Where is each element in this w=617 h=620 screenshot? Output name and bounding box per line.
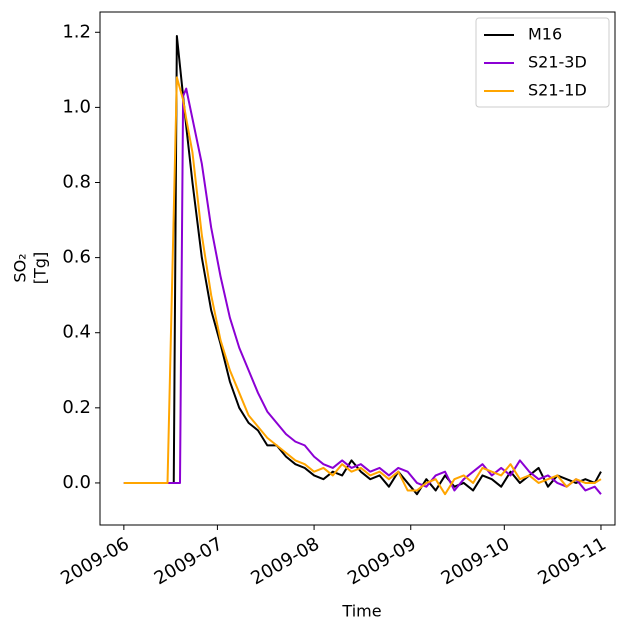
legend-label: S21-3D — [528, 53, 587, 72]
x-tick-label: 2009-07 — [151, 533, 227, 589]
y-axis-label: [Tg] — [31, 252, 50, 284]
y-tick-label: 0.8 — [62, 171, 91, 192]
series-line — [123, 87, 602, 495]
legend-label: S21-1D — [528, 81, 587, 100]
x-axis-label: Time — [341, 602, 381, 620]
x-tick-label: 2009-06 — [57, 533, 133, 589]
legend-label: M16 — [528, 25, 562, 44]
y-tick-label: 1.2 — [62, 21, 91, 42]
plot-frame — [99, 11, 616, 526]
y-tick-label: 1.0 — [62, 96, 91, 117]
y-tick-label: 0.4 — [62, 322, 91, 343]
x-tick-label: 2009-09 — [344, 533, 420, 589]
y-axis-label: SO₂ — [11, 253, 30, 282]
legend-box — [475, 17, 610, 108]
y-tick-label: 0.0 — [62, 472, 91, 493]
x-tick-label: 2009-11 — [534, 533, 610, 589]
x-tick-label: 2009-08 — [247, 533, 323, 589]
y-tick-label: 0.2 — [62, 397, 91, 418]
series-line — [123, 76, 602, 496]
x-tick-label: 2009-10 — [438, 533, 514, 589]
y-tick-label: 0.6 — [62, 247, 91, 268]
